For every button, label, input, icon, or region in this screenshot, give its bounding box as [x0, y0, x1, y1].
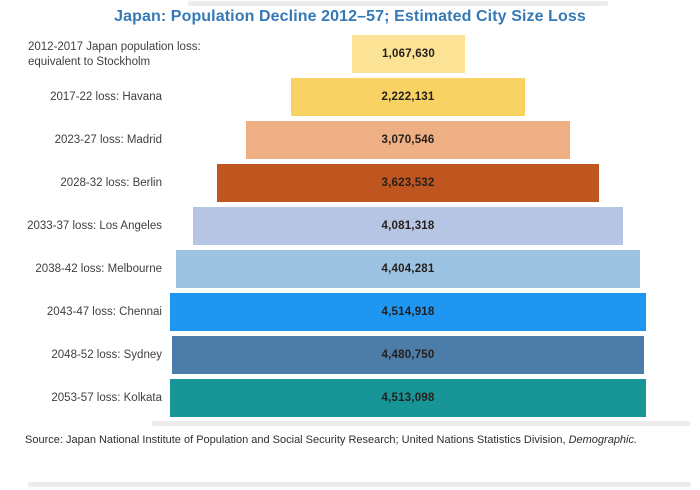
category-label: 2038-42 loss: Melbourne — [35, 263, 162, 275]
chart-row: 2043-47 loss: Chennai 4,514,918 — [0, 291, 700, 334]
bar-value-label: 3,070,546 — [381, 134, 435, 146]
category-label: 2033-37 loss: Los Angeles — [27, 220, 162, 232]
bar: 2,222,131 — [291, 78, 525, 116]
bar: 4,514,918 — [170, 293, 646, 331]
chart-row: 2012-2017 Japan population loss: equival… — [0, 33, 700, 76]
chart-row: 2023-27 loss: Madrid 3,070,546 — [0, 119, 700, 162]
chart-title: Japan: Population Decline 2012–57; Estim… — [114, 8, 586, 25]
artifact-line-top — [188, 1, 608, 6]
funnel-chart: 2012-2017 Japan population loss: equival… — [0, 33, 700, 420]
chart-row: 2038-42 loss: Melbourne 4,404,281 — [0, 248, 700, 291]
bar-value-label: 4,404,281 — [381, 263, 435, 275]
category-label: 2048-52 loss: Sydney — [51, 349, 162, 361]
chart-row: 2028-32 loss: Berlin 3,623,532 — [0, 162, 700, 205]
source-text-italic: Demographic. — [568, 434, 638, 446]
category-label: 2023-27 loss: Madrid — [54, 134, 162, 146]
bar: 3,623,532 — [217, 164, 599, 202]
chart-row: 2048-52 loss: Sydney 4,480,750 — [0, 334, 700, 377]
bar-value-label: 4,514,918 — [381, 306, 435, 318]
source-note: Source: Japan National Institute of Popu… — [25, 432, 675, 448]
artifact-line-bottom — [28, 482, 691, 487]
bar: 1,067,630 — [352, 35, 465, 73]
bar: 4,513,098 — [170, 379, 646, 417]
chart-row: 2017-22 loss: Havana 2,222,131 — [0, 76, 700, 119]
category-label: 2012-2017 Japan population loss: equival… — [28, 40, 201, 68]
bar: 4,081,318 — [193, 207, 623, 245]
bar-value-label: 1,067,630 — [382, 48, 435, 60]
bar-value-label: 4,513,098 — [381, 392, 435, 404]
category-label: 2028-32 loss: Berlin — [60, 177, 162, 189]
chart-row: 2053-57 loss: Kolkata 4,513,098 — [0, 377, 700, 420]
chart-row: 2033-37 loss: Los Angeles 4,081,318 — [0, 205, 700, 248]
source-text: Source: Japan National Institute of Popu… — [25, 434, 566, 446]
bar: 4,404,281 — [176, 250, 640, 288]
category-label: 2043-47 loss: Chennai — [46, 306, 162, 318]
category-label: 2017-22 loss: Havana — [50, 91, 162, 103]
category-label: 2053-57 loss: Kolkata — [51, 392, 162, 404]
bar: 4,480,750 — [172, 336, 644, 374]
bar-value-label: 4,081,318 — [381, 220, 435, 232]
artifact-line-mid — [152, 421, 690, 426]
bar-value-label: 2,222,131 — [381, 91, 435, 103]
bar-value-label: 4,480,750 — [381, 349, 435, 361]
bar-value-label: 3,623,532 — [381, 177, 435, 189]
bar: 3,070,546 — [246, 121, 570, 159]
